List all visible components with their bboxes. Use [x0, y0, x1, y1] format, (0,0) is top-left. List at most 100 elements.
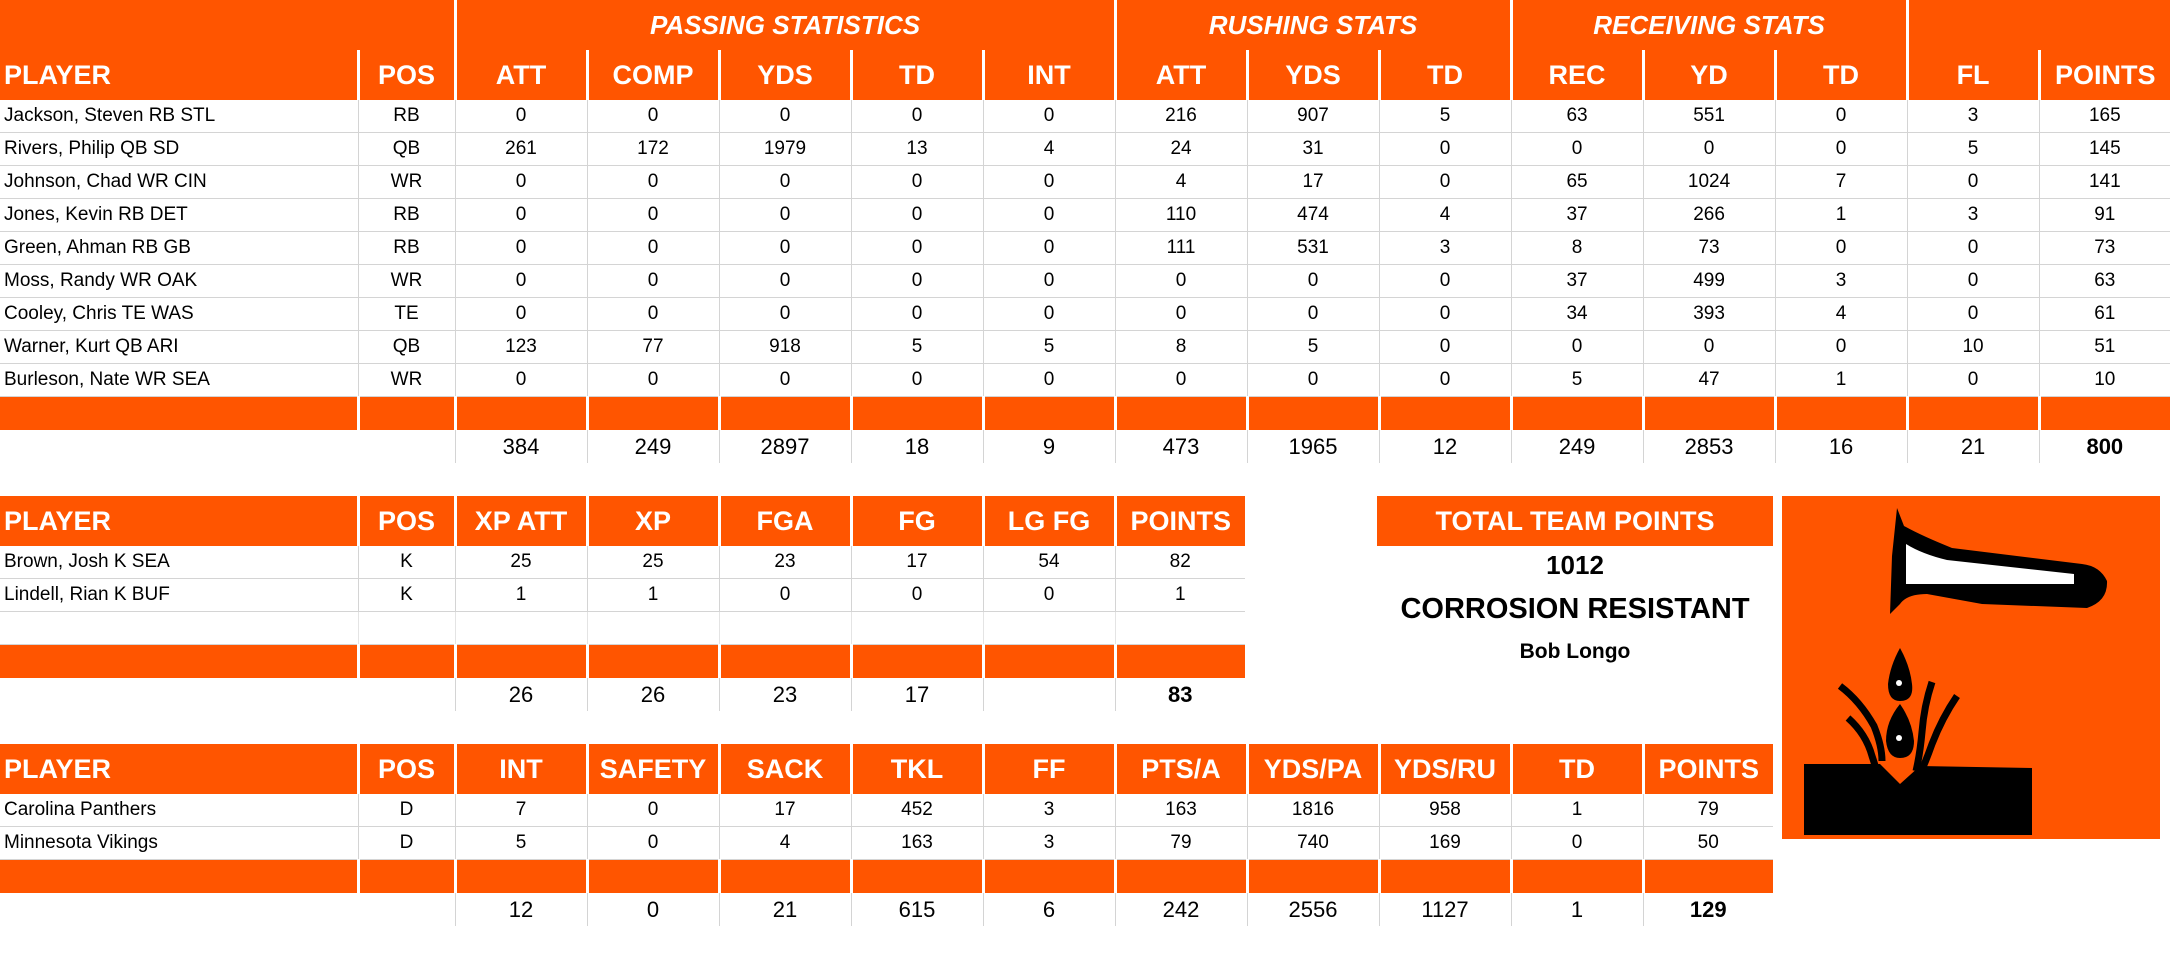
col-rush-yds: YDS [1245, 50, 1380, 100]
stat-cell: 0 [1378, 363, 1512, 397]
stat-cell: 0 [1906, 363, 2040, 397]
total-cell: 249 [1510, 430, 1644, 463]
stat-cell: 0 [1246, 363, 1380, 397]
stat-cell: 740 [1246, 826, 1379, 860]
position-cell: RB [357, 231, 455, 265]
stat-cell: 0 [586, 100, 719, 133]
total-cell: 1127 [1378, 893, 1511, 926]
stat-cell: 499 [1642, 264, 1776, 298]
stat-cell: 24 [1114, 132, 1248, 166]
total-cell [358, 893, 455, 926]
stat-cell: 0 [586, 297, 719, 331]
position-cell: K [357, 578, 455, 612]
stat-cell: 1 [1114, 578, 1245, 612]
kicker-stats-table: PLAYER POS XP ATT XP FGA FG LG FG POINTS… [0, 496, 1245, 711]
stat-cell: 37 [1510, 264, 1644, 298]
stat-cell: 0 [850, 264, 983, 298]
position-cell: QB [357, 132, 455, 166]
offense-player-row: Moss, Randy WR OAK WR 0 0 0 0 0 0 0 0 37 499 3 0 63 [0, 264, 2170, 298]
stat-cell: 0 [718, 578, 851, 612]
group-header-rushing: RUSHING STATS [1113, 0, 1512, 50]
position-cell: K [357, 546, 455, 579]
player-name-cell: Cooley, Chris TE WAS [0, 297, 358, 331]
col-pass-td: TD [849, 50, 983, 100]
stat-cell: 266 [1642, 198, 1776, 232]
col-pos: POS [356, 496, 455, 546]
total-cell [358, 430, 455, 463]
col-xp-att: XP ATT [453, 496, 587, 546]
stat-cell: 918 [718, 330, 851, 364]
stat-cell: 0 [454, 100, 587, 133]
col-pos: POS [356, 50, 455, 100]
col-int: INT [453, 744, 587, 794]
col-xp: XP [585, 496, 719, 546]
total-points-cell: 129 [1642, 893, 1773, 926]
kicker-totals-row: 26 26 23 17 83 [0, 678, 1245, 711]
stat-cell: 0 [850, 363, 983, 397]
kicker-column-headers: PLAYER POS XP ATT XP FGA FG LG FG POINTS [0, 496, 1245, 546]
stat-cell: 0 [850, 578, 983, 612]
stat-cell: 111 [1114, 231, 1248, 265]
total-cell [358, 678, 455, 711]
offense-rows: Jackson, Steven RB STL RB 0 0 0 0 0 216 907 5 63 55… [0, 100, 2170, 397]
stat-cell: 0 [586, 165, 719, 199]
team-owner: Bob Longo [1519, 640, 1631, 663]
stat-cell: 63 [1510, 100, 1644, 133]
offense-player-row: Burleson, Nate WR SEA WR 0 0 0 0 0 0 0 0 5 47 1 0 10 [0, 363, 2170, 397]
total-cell: 615 [850, 893, 983, 926]
position-cell: D [357, 826, 455, 860]
stat-cell: 1 [586, 578, 719, 612]
stat-cell: 61 [2038, 297, 2170, 331]
offense-player-row: Cooley, Chris TE WAS TE 0 0 0 0 0 0 0 0 34 393 4 0 61 [0, 297, 2170, 331]
stat-cell: 0 [1642, 330, 1776, 364]
stat-cell: 17 [850, 546, 983, 579]
player-name-cell: Minnesota Vikings [0, 826, 358, 860]
stat-cell: 1024 [1642, 165, 1776, 199]
col-rec-td: TD [1773, 50, 1908, 100]
player-name-cell: Warner, Kurt QB ARI [0, 330, 358, 364]
stat-cell: 531 [1246, 231, 1380, 265]
position-cell: WR [357, 264, 455, 298]
stat-cell: 3 [1774, 264, 1908, 298]
offense-separator-bar [0, 396, 2170, 430]
total-cell: 18 [850, 430, 983, 463]
col-points: POINTS [1113, 496, 1245, 546]
total-cell: 473 [1114, 430, 1248, 463]
stat-cell: 91 [2038, 198, 2170, 232]
stat-cell: 3 [1378, 231, 1512, 265]
stat-cell: 37 [1510, 198, 1644, 232]
col-pass-comp: COMP [585, 50, 719, 100]
col-player: PLAYER [0, 744, 358, 794]
total-cell: 12 [454, 893, 587, 926]
total-cell: 6 [982, 893, 1115, 926]
stat-cell: 1 [454, 578, 587, 612]
team-name: CORROSION RESISTANT [1400, 593, 1750, 625]
stat-cell: 0 [718, 297, 851, 331]
player-name-cell: Moss, Randy WR OAK [0, 264, 358, 298]
total-cell: 249 [586, 430, 719, 463]
col-ff: FF [981, 744, 1115, 794]
col-pts-a: PTS/A [1113, 744, 1247, 794]
total-points-cell: 800 [2038, 430, 2170, 463]
total-cell: 26 [586, 678, 719, 711]
col-fga: FGA [717, 496, 851, 546]
player-name-cell: Jones, Kevin RB DET [0, 198, 358, 232]
stat-cell: 82 [1114, 546, 1245, 579]
stat-cell: 0 [454, 363, 587, 397]
total-cell: 9 [982, 430, 1116, 463]
col-pass-int: INT [981, 50, 1116, 100]
stat-cell: 51 [2038, 330, 2170, 364]
stat-cell: 34 [1510, 297, 1644, 331]
stat-cell: 13 [850, 132, 983, 166]
stat-cell: 907 [1246, 100, 1380, 133]
corrosive-hazard-icon [1782, 496, 2160, 839]
stat-cell: 261 [454, 132, 587, 166]
total-cell: 1 [1510, 893, 1643, 926]
stat-cell: 0 [850, 231, 983, 265]
stat-cell: 0 [982, 231, 1116, 265]
player-name-cell: Green, Ahman RB GB [0, 231, 358, 265]
position-cell: TE [357, 297, 455, 331]
stat-cell: 0 [1774, 231, 1908, 265]
offense-column-headers: PLAYER POS ATT COMP YDS TD INT ATT YDS T… [0, 50, 2170, 100]
stat-cell: 77 [586, 330, 719, 364]
